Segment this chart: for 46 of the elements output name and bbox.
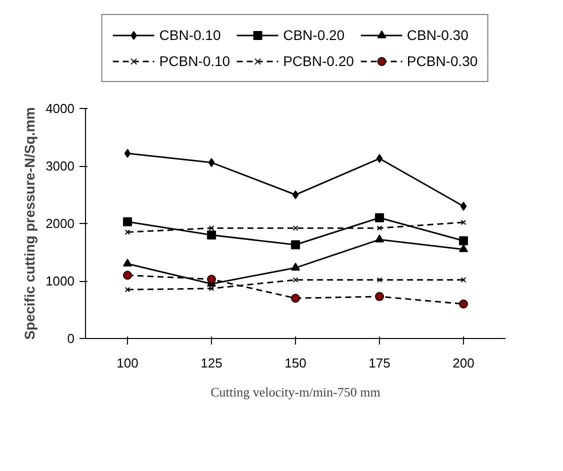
point (123, 258, 132, 267)
point (292, 277, 298, 282)
point (208, 225, 214, 231)
x-tick-label: 200 (452, 356, 474, 370)
legend-label: CBN-0.10 (159, 27, 221, 43)
point (291, 240, 300, 250)
point (460, 202, 467, 211)
point (208, 158, 215, 168)
point (124, 148, 131, 158)
point (207, 274, 216, 284)
x-tick-label: 100 (116, 356, 138, 370)
y-tick-label: 4000 (46, 101, 74, 116)
point (460, 277, 466, 282)
point (124, 230, 130, 235)
legend-label: CBN-0.30 (406, 27, 468, 43)
point (123, 217, 132, 226)
point (376, 225, 382, 231)
x-axis-title: Cutting velocity-m/min-750 mm (210, 384, 380, 400)
x-tick-label: 125 (200, 356, 222, 370)
y-axis-title: Specific cutting pressure-N/Sq.mm (22, 107, 38, 340)
point (459, 300, 468, 308)
point (291, 294, 300, 303)
y-tick-label: 0 (67, 331, 75, 346)
point (459, 244, 468, 252)
point (124, 287, 130, 292)
point (375, 234, 384, 242)
y-tick-label: 3000 (46, 158, 74, 174)
point (375, 213, 384, 222)
point (375, 292, 384, 302)
x-tick-label: 175 (368, 356, 390, 370)
point (291, 262, 300, 271)
legend-label: PCBN-0.10 (159, 53, 230, 69)
x-tick-label: 150 (284, 356, 306, 370)
legend-label: CBN-0.20 (283, 27, 345, 43)
point (376, 154, 383, 164)
point (123, 270, 132, 280)
point (376, 277, 382, 282)
point (292, 225, 298, 231)
point (460, 220, 466, 225)
y-tick-label: 1000 (46, 274, 74, 288)
point (459, 236, 468, 246)
point (292, 190, 299, 200)
y-tick-label: 2000 (46, 216, 74, 231)
point (207, 230, 216, 240)
legend-label: PCBN-0.30 (406, 53, 478, 69)
legend-label: PCBN-0.20 (283, 53, 354, 69)
